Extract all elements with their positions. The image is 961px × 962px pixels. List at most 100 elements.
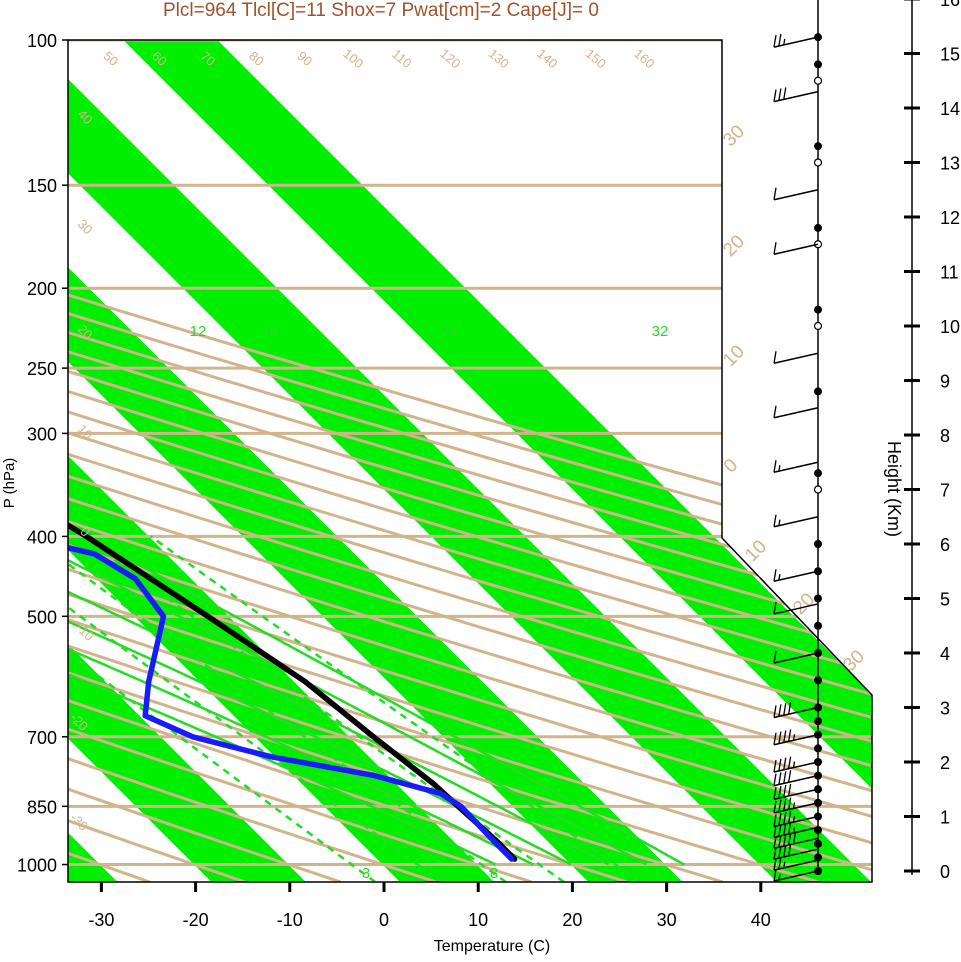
wind-barb: [773, 461, 819, 473]
y-tick-label: 500: [27, 607, 57, 627]
y-tick-label: 250: [27, 359, 57, 379]
wind-barb: [773, 848, 819, 860]
y-tick-label: 200: [27, 279, 57, 299]
dry-adiabat: [68, 40, 872, 882]
dry-adiabat-label: 90: [295, 48, 316, 69]
height-axis-title: Height (Km): [884, 441, 904, 537]
height-dot: [814, 60, 822, 69]
isotherm-right-label: 10: [719, 341, 749, 371]
height-tick-label: 7: [940, 481, 950, 501]
wind-barb: [773, 837, 819, 850]
moist-adiabat-label: 32: [652, 323, 669, 340]
wind-barb: [773, 90, 819, 103]
wind-barb: [773, 570, 819, 582]
isotherm-band: [123, 40, 872, 882]
x-tick-label: -20: [183, 910, 209, 930]
wind-barb-feather: [773, 732, 777, 745]
dry-adiabat: [68, 40, 628, 882]
height-tick-label: 8: [940, 426, 950, 446]
wind-barb-half: [778, 465, 781, 472]
height-tick-label: 15: [940, 45, 960, 65]
wind-barb-feather: [783, 730, 787, 743]
wind-barb: [773, 407, 819, 419]
moist-adiabat: [68, 432, 497, 866]
wind-barb: [773, 774, 819, 787]
wind-barb-feather: [773, 460, 777, 473]
dry-adiabat: [68, 40, 872, 882]
wind-barb: [773, 870, 819, 882]
height-tick-label: 12: [940, 208, 960, 228]
moist-adiabat-label: 8: [490, 865, 498, 882]
x-tick-label: 20: [562, 910, 582, 930]
wind-barb: [773, 36, 819, 48]
wind-barb-feather: [787, 843, 792, 856]
dry-adiabat-label: 120: [437, 46, 463, 71]
dry-adiabat: [68, 40, 872, 882]
wind-barb-feather: [787, 797, 792, 810]
y-tick-label: 1000: [17, 856, 57, 876]
wind-barb-half: [778, 519, 781, 526]
wind-barb-feather: [773, 787, 777, 800]
wind-barb-feather: [778, 758, 782, 771]
height-tick-label: 2: [940, 753, 950, 773]
wind-barb: [773, 826, 819, 839]
mixing-ratio-line: [150, 535, 642, 882]
wind-barb: [773, 802, 819, 814]
wind-barb-half: [783, 861, 786, 868]
wind-barb-feather: [778, 772, 782, 785]
moist-adiabat-label: 12: [190, 323, 207, 340]
wind-barb-feather: [773, 705, 777, 718]
wind-barb-feather: [783, 798, 787, 811]
height-tick-label: 5: [940, 590, 950, 610]
wind-barb: [773, 603, 819, 615]
isotherm-band: [68, 40, 871, 882]
dry-adiabat-label: 140: [534, 46, 560, 71]
height-dot: [814, 142, 822, 151]
y-tick-label: 150: [27, 176, 57, 196]
height-dot: [814, 305, 822, 314]
isotherm-label: 30: [75, 216, 96, 237]
wind-barb-feather: [773, 351, 777, 364]
isotherm-band: [68, 40, 495, 882]
height-dot: [814, 853, 822, 862]
height-dot: [814, 469, 822, 478]
height-tick-label: 3: [940, 699, 950, 719]
wind-barb-feather: [787, 756, 792, 769]
wind-barb-half: [792, 826, 796, 834]
isotherm-label: -30: [67, 810, 91, 834]
wind-barb-feather: [773, 814, 777, 827]
wind-barb-feather: [783, 844, 787, 858]
wind-barb: [773, 815, 819, 828]
height-dot: [814, 594, 822, 603]
dry-adiabat-label: 150: [583, 46, 609, 71]
wind-barb: [773, 706, 819, 719]
wind-barb-half: [792, 802, 796, 809]
isotherm-right-label: 0: [720, 455, 742, 477]
isotherm-right-label: 20: [719, 231, 749, 261]
dry-adiabat: [68, 40, 872, 882]
x-axis-title: Temperature (C): [434, 938, 550, 955]
wind-barb-feather: [783, 771, 787, 784]
mixing-ratio-line: [68, 535, 507, 882]
dry-adiabat-label: 100: [340, 46, 366, 71]
moist-adiabat: [68, 432, 647, 866]
isotherm-band: [68, 40, 683, 882]
wind-barb-feather: [778, 786, 782, 799]
dry-adiabat-label: 130: [486, 46, 512, 71]
moist-adiabat-label: 3: [362, 865, 370, 882]
wind-barb-feather: [773, 35, 777, 48]
wind-barb-feather: [778, 845, 782, 859]
height-dot: [814, 540, 822, 548]
wind-barb-feather: [773, 825, 777, 838]
height-tick-label: 13: [940, 154, 960, 174]
isotherm-right-label: 30: [719, 121, 749, 151]
height-dot: [814, 744, 822, 753]
moist-adiabat: [68, 432, 610, 866]
wind-barb-half: [778, 574, 781, 581]
height-tick-label: 11: [940, 263, 959, 283]
wind-barb: [773, 859, 819, 871]
wind-barb-feather: [787, 821, 792, 835]
wind-barb-half: [783, 38, 786, 46]
dry-adiabat: [68, 40, 872, 882]
height-dot: [814, 387, 822, 396]
